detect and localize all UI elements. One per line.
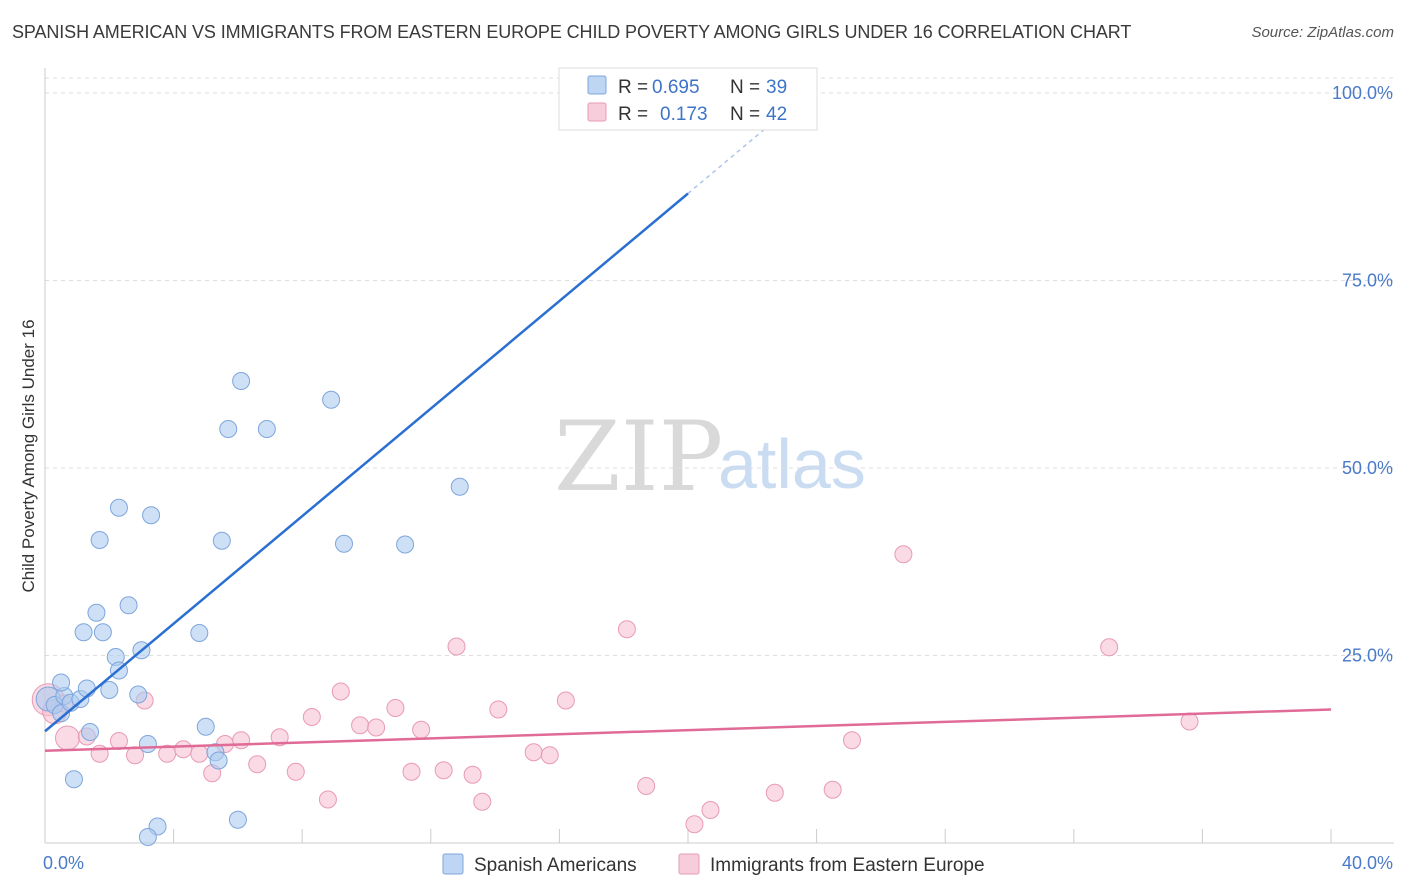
spanish-americans-point xyxy=(396,535,415,554)
chart-title: SPANISH AMERICAN VS IMMIGRANTS FROM EAST… xyxy=(12,22,1132,42)
y-axis-title: Child Poverty Among Girls Under 16 xyxy=(19,319,38,592)
bottom-legend-label-eastern-europe: Immigrants from Eastern Europe xyxy=(710,855,985,876)
axes xyxy=(44,68,1394,844)
eastern-europe-point xyxy=(894,545,913,564)
series-legend: Spanish Americans Immigrants from Easter… xyxy=(442,853,985,876)
spanish-americans-point xyxy=(138,735,157,753)
eastern-europe-point xyxy=(463,765,482,784)
legend-r-label-blue: R = xyxy=(618,77,648,98)
spanish-americans-point xyxy=(90,531,109,549)
y-tick-label-75: 75.0% xyxy=(1342,271,1393,291)
x-tick-label-max: 40.0% xyxy=(1342,853,1393,873)
spanish-americans-point xyxy=(209,751,228,770)
eastern-europe-point xyxy=(637,777,656,795)
legend-n-label-pink: N = xyxy=(730,104,760,125)
spanish-americans-point xyxy=(257,420,276,438)
eastern-europe-point xyxy=(1100,638,1119,657)
legend-r-label-pink: R = xyxy=(618,104,648,125)
eastern-europe-point xyxy=(351,716,370,735)
eastern-europe-point xyxy=(174,740,193,759)
spanish-americans-point xyxy=(196,717,215,736)
x-tick-label-min: 0.0% xyxy=(43,853,84,873)
eastern-europe-point xyxy=(402,762,421,781)
spanish-americans-point xyxy=(77,679,96,698)
y-tick-label-50: 50.0% xyxy=(1342,458,1393,478)
eastern-europe-point xyxy=(524,743,543,762)
watermark-atlas: atlas xyxy=(718,425,866,503)
eastern-europe-point xyxy=(367,718,386,737)
spanish-americans-point xyxy=(93,623,112,642)
spanish-americans-point xyxy=(64,770,83,789)
bottom-legend-swatch-pink xyxy=(678,853,700,875)
spanish-americans-point xyxy=(138,828,157,846)
series-immigrants-eastern-europe xyxy=(31,545,1199,834)
spanish-americans-point xyxy=(87,603,106,622)
eastern-europe-point xyxy=(842,731,861,750)
eastern-europe-point xyxy=(386,699,405,717)
eastern-europe-point xyxy=(190,744,209,763)
eastern-europe-point xyxy=(331,682,350,701)
eastern-europe-point xyxy=(540,746,559,765)
eastern-europe-point xyxy=(823,780,842,799)
spanish-americans-point xyxy=(228,810,247,829)
spanish-americans-point xyxy=(142,506,161,525)
series-spanish-americans xyxy=(35,69,688,846)
spanish-americans-point xyxy=(74,623,93,642)
eastern-europe-point xyxy=(434,761,453,780)
eastern-europe-point xyxy=(617,620,636,639)
spanish-americans-point xyxy=(100,681,119,699)
trend-line-spanish-americans xyxy=(44,192,689,733)
source-label: Source: ZipAtlas.com xyxy=(1251,24,1394,41)
eastern-europe-point xyxy=(685,815,704,834)
correlation-legend: R = 0.695 N = 39 R = 0.173 N = 42 xyxy=(558,67,818,131)
legend-swatch-pink xyxy=(587,102,607,122)
eastern-europe-point xyxy=(473,792,492,811)
spanish-americans-point xyxy=(119,596,138,615)
bottom-legend-swatch-blue xyxy=(442,853,464,875)
spanish-americans-point xyxy=(190,624,209,642)
legend-swatch-blue xyxy=(587,75,607,95)
spanish-americans-point xyxy=(219,420,238,438)
eastern-europe-point xyxy=(701,801,720,819)
eastern-europe-point xyxy=(556,691,575,710)
eastern-europe-point xyxy=(248,755,267,774)
eastern-europe-point xyxy=(270,728,289,747)
spanish-americans-point xyxy=(334,534,353,553)
eastern-europe-point xyxy=(318,790,337,809)
eastern-europe-point xyxy=(55,725,81,751)
trend-line-eastern-europe xyxy=(44,708,1332,752)
gridlines xyxy=(45,77,1394,656)
y-tick-label-25: 25.0% xyxy=(1342,646,1393,666)
bottom-legend-label-spanish-americans: Spanish Americans xyxy=(474,855,637,876)
eastern-europe-point xyxy=(447,637,466,656)
legend-n-value-pink: 42 xyxy=(766,104,787,125)
spanish-americans-point xyxy=(322,390,341,409)
spanish-americans-point xyxy=(232,372,251,390)
watermark-zip: ZIP xyxy=(554,401,723,513)
eastern-europe-point xyxy=(286,762,305,781)
eastern-europe-point xyxy=(412,720,431,739)
tick-labels: 25.0% 50.0% 75.0% 100.0% 0.0% 40.0% xyxy=(43,83,1393,873)
legend-n-value-blue: 39 xyxy=(766,77,787,98)
legend-r-value-pink: 0.173 xyxy=(660,104,708,125)
spanish-americans-point xyxy=(81,723,100,741)
eastern-europe-point xyxy=(232,731,251,750)
y-tick-label-100: 100.0% xyxy=(1332,83,1393,103)
spanish-americans-point xyxy=(52,673,71,692)
legend-n-label-blue: N = xyxy=(730,77,760,98)
spanish-americans-point xyxy=(450,477,469,496)
spanish-americans-point xyxy=(129,685,148,704)
eastern-europe-point xyxy=(765,783,784,802)
eastern-europe-point xyxy=(489,700,508,719)
eastern-europe-point xyxy=(302,708,321,726)
legend-r-value-blue: 0.695 xyxy=(652,77,700,98)
eastern-europe-point xyxy=(1180,712,1199,731)
spanish-americans-point xyxy=(212,531,231,550)
spanish-americans-point xyxy=(109,498,128,517)
